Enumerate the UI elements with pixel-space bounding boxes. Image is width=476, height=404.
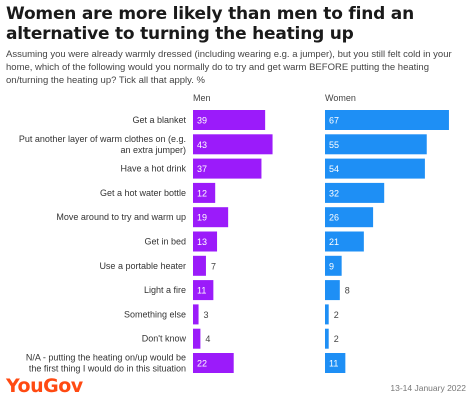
men-bar-5 [193,231,218,252]
women-column-header: Women [325,93,356,103]
women-bar-0 [325,110,449,130]
women-bar-8 [325,304,329,325]
women-value-label-5: 21 [329,237,339,247]
men-value-label-3: 12 [197,188,207,198]
chart-subtitle: Assuming you were already warmly dressed… [6,49,452,86]
category-label-10: the first thing I would do in this situa… [29,364,186,374]
men-bar-9 [193,328,201,349]
category-label-1: an extra jumper) [120,145,186,155]
category-label-10: N/A - putting the heating on/up would be [26,353,186,363]
category-label-0: Get a blanket [132,115,186,125]
yougov-logo: YouGov [6,375,83,397]
category-label-5: Get in bed [144,237,186,247]
women-bar-6 [325,255,342,276]
survey-date: 13-14 January 2022 [390,383,466,393]
men-value-label-6: 7 [211,261,216,271]
women-value-label-2: 54 [329,164,339,174]
category-label-7: Light a fire [144,285,186,295]
men-value-label-2: 37 [197,164,207,174]
women-bar-2 [325,158,425,179]
men-value-label-5: 13 [197,237,207,247]
category-label-8: Something else [124,309,186,319]
women-value-label-7: 8 [345,286,350,296]
women-value-label-6: 9 [329,261,334,271]
women-bar-5 [325,231,364,252]
men-bar-3 [193,182,216,203]
men-bar-4 [193,207,229,228]
women-value-label-4: 26 [329,213,339,223]
chart-title: Women are more likely than men to find a… [6,4,414,44]
men-value-label-9: 4 [205,334,210,344]
men-bar-0 [193,110,266,130]
women-value-label-1: 55 [329,140,339,150]
category-label-4: Move around to try and warm up [56,212,186,222]
men-bar-8 [193,304,199,325]
women-bar-1 [325,134,427,155]
men-column-header: Men [193,93,211,103]
women-bar-10 [325,353,346,373]
category-label-6: Use a portable heater [99,261,186,271]
women-value-label-0: 67 [329,116,339,126]
category-label-1: Put another layer of warm clothes on (e.… [19,134,186,144]
men-value-label-1: 43 [197,140,207,150]
men-bar-6 [193,255,206,276]
women-value-label-10: 11 [329,359,338,369]
men-bar-7 [193,280,214,301]
men-value-label-7: 11 [197,286,206,296]
men-bar-10 [193,353,234,373]
men-value-label-10: 22 [197,359,207,369]
women-bar-4 [325,207,374,228]
women-value-label-8: 2 [334,310,339,320]
men-value-label-4: 19 [197,213,207,223]
category-label-2: Have a hot drink [120,164,186,174]
men-value-label-8: 3 [204,310,209,320]
women-value-label-3: 32 [329,188,339,198]
category-label-3: Get a hot water bottle [100,188,186,198]
category-label-9: Don't know [142,334,187,344]
women-bar-9 [325,328,329,349]
women-bar-3 [325,182,385,203]
men-value-label-0: 39 [197,116,207,126]
women-bar-7 [325,280,340,301]
men-bar-2 [193,158,262,179]
women-value-label-9: 2 [334,334,339,344]
men-bar-1 [193,134,273,155]
